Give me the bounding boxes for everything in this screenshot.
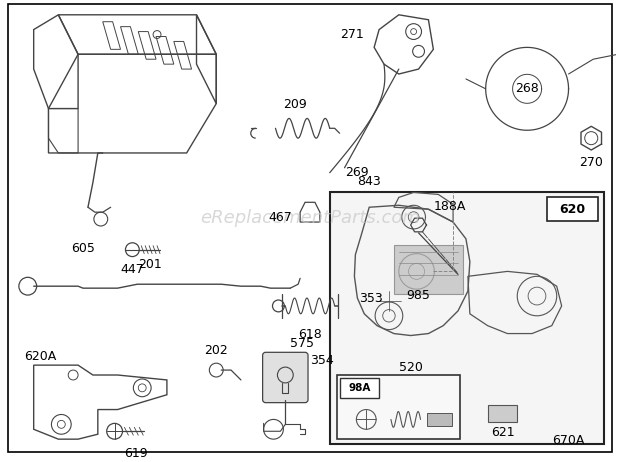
Bar — [330, 193, 604, 444]
Text: 98A: 98A — [348, 383, 371, 393]
Text: 843: 843 — [357, 176, 381, 188]
Text: 271: 271 — [340, 28, 365, 41]
Text: 209: 209 — [283, 97, 307, 110]
Bar — [427, 413, 452, 426]
Text: 202: 202 — [205, 344, 228, 357]
Bar — [337, 375, 460, 439]
Text: 520: 520 — [399, 361, 423, 374]
Bar — [394, 245, 463, 294]
Text: 188A: 188A — [433, 200, 466, 213]
Bar — [547, 197, 598, 221]
Text: 353: 353 — [360, 292, 383, 305]
Text: 618: 618 — [298, 328, 322, 340]
Text: 575: 575 — [290, 337, 314, 350]
Text: eReplacementParts.com: eReplacementParts.com — [200, 209, 420, 227]
Bar — [377, 291, 401, 311]
Bar — [488, 405, 517, 422]
Text: 985: 985 — [407, 289, 430, 302]
Bar — [340, 378, 379, 398]
Text: 268: 268 — [515, 82, 539, 95]
Bar — [384, 340, 404, 355]
Text: 670A: 670A — [552, 434, 584, 447]
Text: 201: 201 — [138, 258, 162, 271]
Text: 269: 269 — [345, 166, 370, 179]
Text: 354: 354 — [310, 354, 334, 367]
Text: 605: 605 — [71, 242, 95, 255]
Text: 620: 620 — [559, 203, 585, 216]
FancyBboxPatch shape — [263, 353, 308, 403]
Text: 467: 467 — [268, 211, 292, 224]
Text: 270: 270 — [579, 156, 603, 169]
Text: 620A: 620A — [24, 350, 56, 363]
Text: 447: 447 — [120, 263, 144, 276]
Bar — [362, 317, 374, 325]
Text: 619: 619 — [125, 447, 148, 460]
Text: 621: 621 — [490, 426, 514, 439]
